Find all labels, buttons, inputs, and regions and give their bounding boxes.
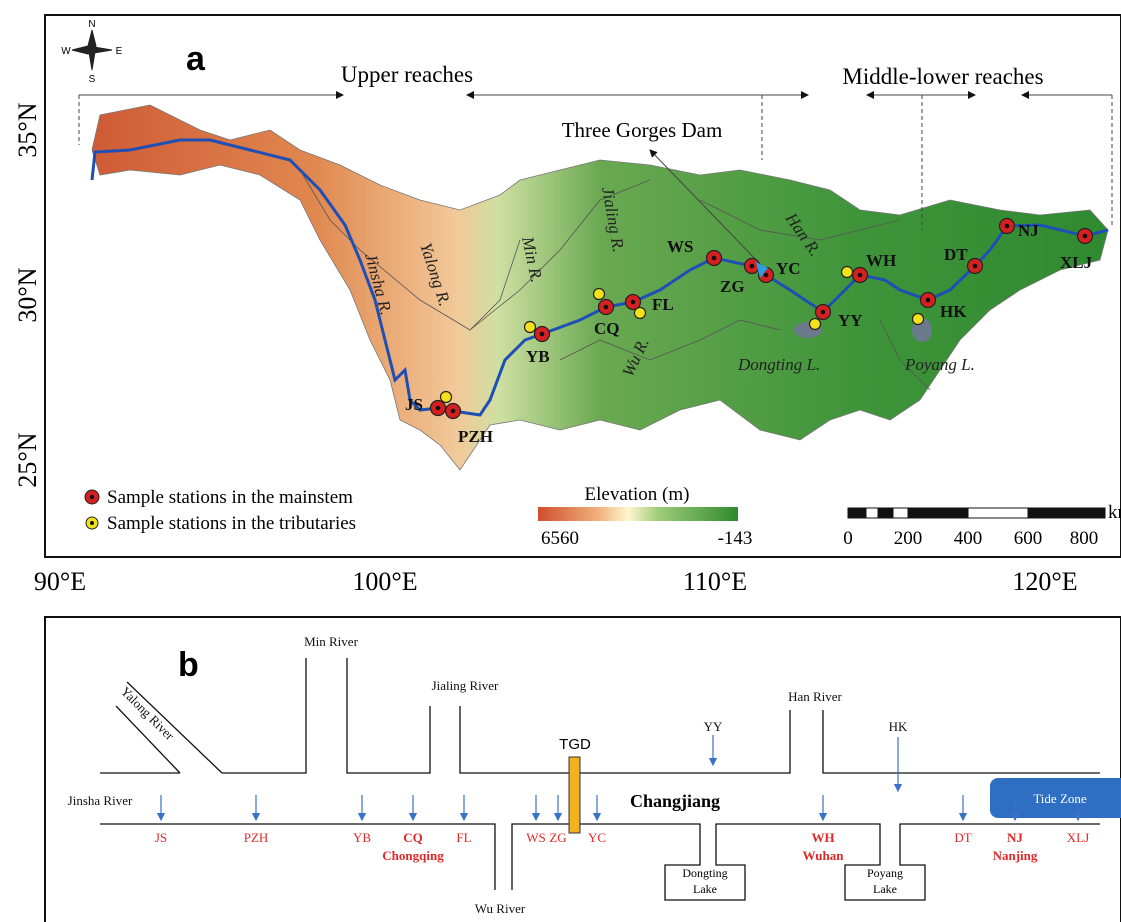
panel-a: N S W E a Upper reaches Middle-lower rea… <box>13 15 1121 596</box>
station-label: WH <box>811 830 834 845</box>
lon-label: 120°E <box>1012 567 1077 596</box>
station-label: WS <box>667 237 693 256</box>
station-dot <box>604 305 609 310</box>
station-label: WS <box>526 830 546 845</box>
compass-e: E <box>116 46 123 57</box>
lake-label: Dongting L. <box>737 355 820 374</box>
elevation-title: Elevation (m) <box>585 484 690 505</box>
compass-w: W <box>61 46 71 57</box>
figure: N S W E a Upper reaches Middle-lower rea… <box>0 0 1121 922</box>
station-label: CQ <box>403 830 423 845</box>
station-dot <box>973 264 978 269</box>
legend-label: Sample stations in the mainstem <box>107 487 353 508</box>
scale-unit: km <box>1108 502 1121 523</box>
river-label: Min River <box>304 634 358 649</box>
river-label: Jinsha River <box>68 793 133 808</box>
station-label: XLJ <box>1060 253 1093 272</box>
station-label: WH <box>866 251 896 270</box>
station-dot <box>436 406 441 411</box>
station-dot <box>926 298 931 303</box>
river-label: Jialing River <box>432 678 499 693</box>
river-label: Han River <box>788 689 842 704</box>
legend-label: Sample stations in the tributaries <box>107 513 356 534</box>
station-label: DT <box>954 830 971 845</box>
station-label: PZH <box>458 427 493 446</box>
station-label: CQ <box>594 319 620 338</box>
schematic-frame <box>45 617 1121 922</box>
lat-label: 30°N <box>13 267 42 322</box>
station-label: YB <box>526 347 550 366</box>
station-dot <box>712 256 717 261</box>
tributary-station: YY <box>704 719 723 734</box>
lat-label: 25°N <box>13 432 42 487</box>
panel-label: b <box>178 646 199 684</box>
dam-bar <box>569 757 580 833</box>
city-label: Wuhan <box>803 848 845 863</box>
station-label: NJ <box>1007 830 1023 845</box>
station-label: FL <box>456 830 471 845</box>
lat-label: 35°N <box>13 102 42 157</box>
lake-label: Dongting <box>682 866 727 880</box>
elevation-max: 6560 <box>541 528 579 549</box>
lake-label: Lake <box>873 882 897 896</box>
station-label: HK <box>940 302 967 321</box>
station-label: NJ <box>1018 221 1039 240</box>
legend-marker <box>90 495 94 499</box>
lon-label: 90°E <box>34 567 86 596</box>
panel-label: a <box>186 40 206 78</box>
city-label: Chongqing <box>382 848 444 863</box>
station-label: XLJ <box>1067 830 1089 845</box>
station-label: PZH <box>244 830 269 845</box>
tributary-station: HK <box>889 719 908 734</box>
dam-label: Three Gorges Dam <box>562 118 723 142</box>
tide-label: Tide Zone <box>1033 791 1087 806</box>
station-dot <box>764 273 769 278</box>
reach-label: Upper reaches <box>341 62 473 87</box>
station-label: ZG <box>720 277 745 296</box>
station-dot <box>858 273 863 278</box>
elevation-bar <box>538 507 738 521</box>
lake-label: Poyang L. <box>904 355 975 374</box>
scale-bar <box>848 508 1105 518</box>
scale-label: 0 <box>843 528 853 549</box>
city-label: Nanjing <box>993 848 1038 863</box>
compass-n: N <box>88 19 95 30</box>
station-label: JS <box>405 395 423 414</box>
station-dot <box>540 332 545 337</box>
lon-label: 110°E <box>683 567 747 596</box>
station-label: YC <box>776 259 801 278</box>
station-label: DT <box>944 245 968 264</box>
station-label: JS <box>155 830 167 845</box>
station-dot <box>451 409 456 414</box>
scale-label: 800 <box>1070 528 1099 549</box>
legend-marker <box>90 521 94 525</box>
station-label: FL <box>652 295 674 314</box>
reach-label: Middle-lower reaches <box>842 64 1043 89</box>
dam-label: TGD <box>559 736 591 753</box>
elevation-min: -143 <box>718 528 753 549</box>
scale-label: 600 <box>1014 528 1043 549</box>
station-dot <box>1083 234 1088 239</box>
station-label: YC <box>588 830 606 845</box>
river-label: Wu River <box>475 901 526 916</box>
lake-label: Poyang <box>867 866 903 880</box>
compass-s: S <box>89 74 96 85</box>
station-label: YY <box>838 311 863 330</box>
main-river-label: Changjiang <box>630 791 720 811</box>
scale-label: 400 <box>954 528 983 549</box>
lake-label: Lake <box>693 882 717 896</box>
panel-b: b Min River Yalong River Jialing River H… <box>45 617 1121 922</box>
station-dot <box>750 264 755 269</box>
station-dot <box>1005 224 1010 229</box>
station-dot <box>631 300 636 305</box>
lon-label: 100°E <box>352 567 417 596</box>
station-dot <box>821 310 826 315</box>
station-label: ZG <box>549 830 566 845</box>
station-label: YB <box>353 830 371 845</box>
scale-label: 200 <box>894 528 923 549</box>
